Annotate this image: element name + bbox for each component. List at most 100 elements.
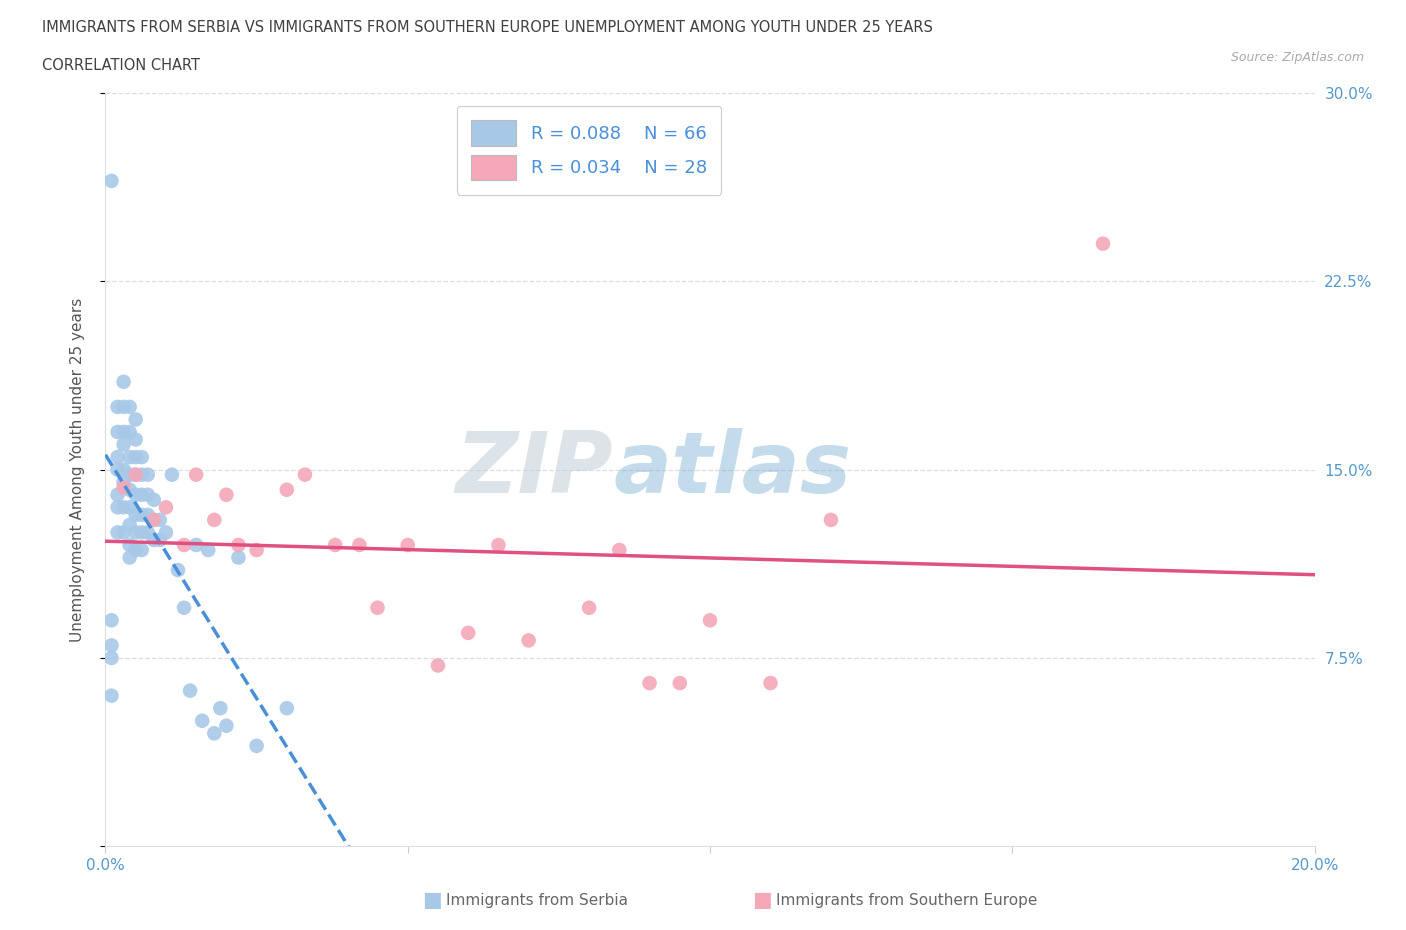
Point	[276, 701, 298, 716]
Point	[323, 538, 346, 552]
Point	[107, 400, 129, 415]
Point	[136, 525, 159, 540]
Point	[107, 462, 129, 477]
Point	[759, 675, 782, 690]
Point	[100, 174, 122, 189]
Point	[488, 538, 510, 552]
Point	[396, 538, 419, 552]
Point	[228, 551, 250, 565]
Point	[112, 400, 135, 415]
Point	[107, 500, 129, 515]
Point	[100, 651, 122, 666]
Point	[125, 542, 148, 557]
Point	[118, 425, 141, 440]
Point	[149, 533, 172, 548]
Point	[107, 425, 129, 440]
Point	[131, 542, 153, 557]
Point	[609, 542, 631, 557]
Point	[118, 450, 141, 465]
Point	[215, 718, 238, 733]
Point	[118, 517, 141, 532]
Point	[131, 450, 153, 465]
Point	[186, 538, 208, 552]
Point	[125, 508, 148, 523]
Point	[142, 533, 165, 548]
Point	[118, 538, 141, 552]
Point	[578, 601, 600, 616]
Point	[107, 487, 129, 502]
Point	[1092, 236, 1115, 251]
Point	[149, 512, 172, 527]
Point	[125, 467, 148, 482]
Point	[136, 487, 159, 502]
Text: Source: ZipAtlas.com: Source: ZipAtlas.com	[1230, 51, 1364, 64]
Point	[457, 626, 479, 641]
Point	[142, 492, 165, 507]
Point	[107, 450, 129, 465]
Point	[820, 512, 842, 527]
Point	[294, 467, 316, 482]
Text: atlas: atlas	[613, 428, 852, 512]
Point	[186, 467, 208, 482]
Point	[112, 375, 135, 390]
Point	[209, 701, 232, 716]
Point	[131, 525, 153, 540]
Text: IMMIGRANTS FROM SERBIA VS IMMIGRANTS FROM SOUTHERN EUROPE UNEMPLOYMENT AMONG YOU: IMMIGRANTS FROM SERBIA VS IMMIGRANTS FRO…	[42, 20, 934, 35]
Point	[118, 500, 141, 515]
Point	[638, 675, 661, 690]
Point	[131, 467, 153, 482]
Point	[142, 512, 165, 527]
Point	[112, 462, 135, 477]
Point	[179, 684, 201, 698]
Point	[118, 551, 141, 565]
Point	[191, 713, 214, 728]
Point	[427, 658, 450, 673]
Point	[173, 538, 195, 552]
Point	[112, 525, 135, 540]
Text: ■: ■	[422, 890, 441, 910]
Point	[246, 738, 269, 753]
Point	[107, 525, 129, 540]
Point	[349, 538, 371, 552]
Legend: R = 0.088    N = 66, R = 0.034    N = 28: R = 0.088 N = 66, R = 0.034 N = 28	[457, 106, 721, 194]
Point	[173, 601, 195, 616]
Text: ZIP: ZIP	[456, 428, 613, 512]
Point	[125, 467, 148, 482]
Point	[112, 480, 135, 495]
Point	[155, 500, 177, 515]
Point	[112, 475, 135, 490]
Point	[202, 726, 225, 741]
Text: Immigrants from Serbia: Immigrants from Serbia	[446, 893, 627, 908]
Point	[246, 542, 269, 557]
Text: Immigrants from Southern Europe: Immigrants from Southern Europe	[776, 893, 1038, 908]
Text: ■: ■	[752, 890, 772, 910]
Point	[118, 467, 141, 482]
Point	[202, 512, 225, 527]
Point	[118, 483, 141, 498]
Point	[131, 508, 153, 523]
Point	[125, 487, 148, 502]
Point	[136, 508, 159, 523]
Point	[125, 450, 148, 465]
Point	[125, 525, 148, 540]
Text: CORRELATION CHART: CORRELATION CHART	[42, 58, 200, 73]
Point	[517, 633, 540, 648]
Point	[125, 412, 148, 427]
Point	[100, 638, 122, 653]
Point	[125, 432, 148, 447]
Point	[215, 487, 238, 502]
Point	[118, 400, 141, 415]
Point	[366, 601, 388, 616]
Point	[131, 487, 153, 502]
Point	[276, 483, 298, 498]
Point	[136, 467, 159, 482]
Point	[100, 613, 122, 628]
Point	[160, 467, 183, 482]
Point	[100, 688, 122, 703]
Point	[112, 425, 135, 440]
Point	[669, 675, 692, 690]
Y-axis label: Unemployment Among Youth under 25 years: Unemployment Among Youth under 25 years	[70, 298, 84, 642]
Point	[142, 512, 165, 527]
Point	[197, 542, 219, 557]
Point	[112, 500, 135, 515]
